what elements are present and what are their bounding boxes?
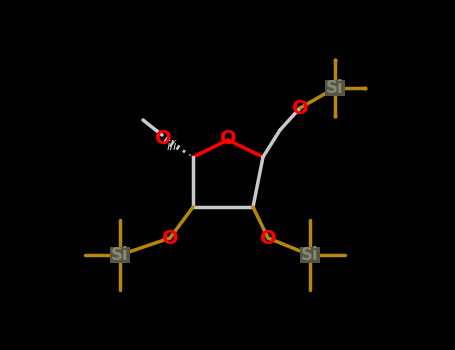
Text: iii: iii	[167, 140, 177, 154]
Text: O: O	[220, 130, 236, 148]
Text: Si: Si	[301, 246, 319, 264]
Text: O: O	[162, 229, 178, 247]
FancyBboxPatch shape	[300, 247, 320, 263]
FancyBboxPatch shape	[325, 80, 345, 96]
FancyBboxPatch shape	[110, 247, 130, 263]
Text: Si: Si	[326, 79, 344, 97]
Text: Si: Si	[111, 246, 129, 264]
Text: O: O	[260, 229, 276, 247]
Text: O: O	[292, 98, 308, 118]
Text: O: O	[155, 128, 172, 147]
